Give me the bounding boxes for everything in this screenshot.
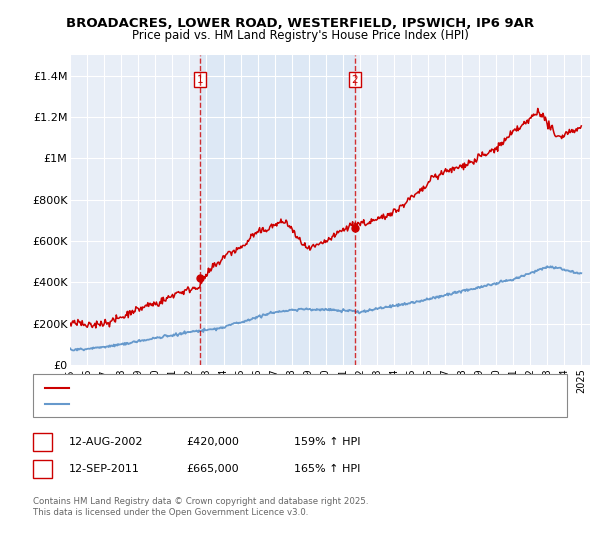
Text: Price paid vs. HM Land Registry's House Price Index (HPI): Price paid vs. HM Land Registry's House … (131, 29, 469, 42)
Text: 2: 2 (352, 74, 358, 85)
Text: BROADACRES, LOWER ROAD, WESTERFIELD, IPSWICH, IP6 9AR (detached house): BROADACRES, LOWER ROAD, WESTERFIELD, IPS… (73, 382, 470, 393)
Text: 2: 2 (39, 464, 46, 474)
Text: 165% ↑ HPI: 165% ↑ HPI (294, 464, 361, 474)
Text: £665,000: £665,000 (186, 464, 239, 474)
Text: 159% ↑ HPI: 159% ↑ HPI (294, 437, 361, 447)
Text: 12-SEP-2011: 12-SEP-2011 (69, 464, 140, 474)
Text: 1: 1 (196, 74, 203, 85)
Text: Contains HM Land Registry data © Crown copyright and database right 2025.
This d: Contains HM Land Registry data © Crown c… (33, 497, 368, 517)
Text: 1: 1 (39, 437, 46, 447)
Bar (200, 55, 355, 365)
Text: HPI: Average price, detached house, East Suffolk: HPI: Average price, detached house, East… (73, 399, 312, 409)
Text: £420,000: £420,000 (186, 437, 239, 447)
Text: 12-AUG-2002: 12-AUG-2002 (69, 437, 143, 447)
Text: BROADACRES, LOWER ROAD, WESTERFIELD, IPSWICH, IP6 9AR: BROADACRES, LOWER ROAD, WESTERFIELD, IPS… (66, 17, 534, 30)
